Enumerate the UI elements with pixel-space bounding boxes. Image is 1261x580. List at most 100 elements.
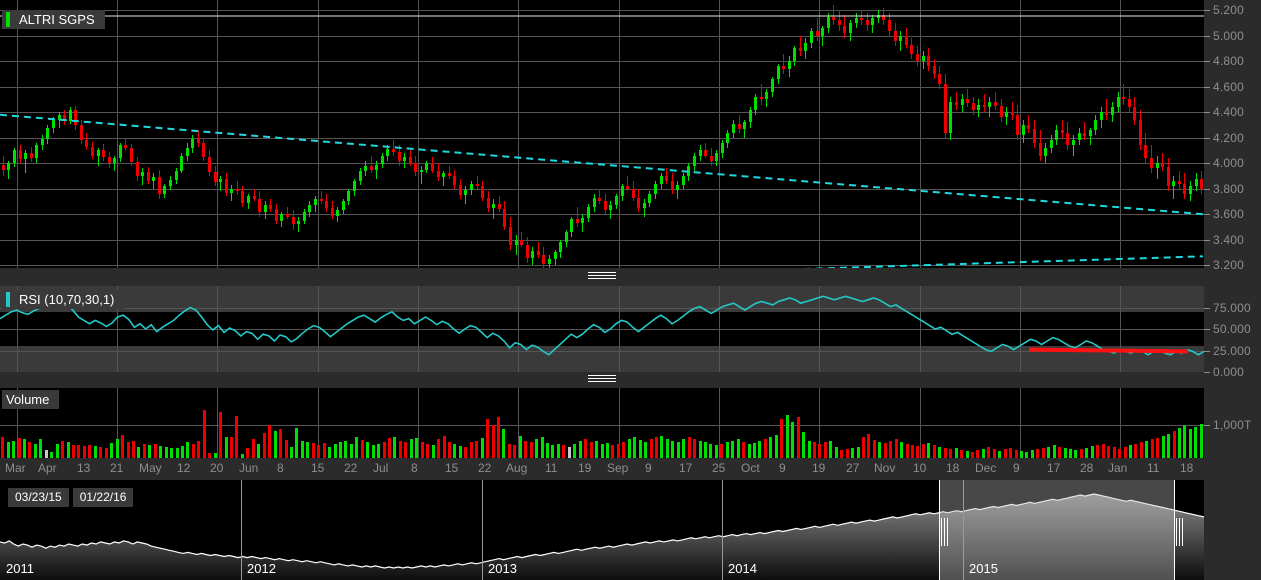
gridline-horizontal [0, 87, 1204, 88]
candle-body [1183, 183, 1186, 194]
gridline-vertical [1120, 388, 1121, 458]
date-axis-tick[interactable]: 17 [679, 461, 693, 475]
navigator-overview-chart [0, 493, 1204, 580]
volume-chart-panel[interactable]: Volume [0, 388, 1204, 458]
date-axis-tick[interactable]: 12 [177, 461, 191, 475]
navigator-handle-left[interactable] [939, 480, 940, 580]
date-axis-tick[interactable]: 11 [545, 461, 558, 475]
price-legend[interactable]: ALTRI SGPS [2, 10, 105, 29]
volume-bar [524, 440, 527, 458]
date-axis-tick[interactable]: 11 [1147, 461, 1160, 475]
candle-body [1172, 181, 1175, 187]
candle-body [1139, 119, 1142, 146]
date-axis-tick[interactable]: May [139, 461, 162, 475]
candle-body [838, 20, 841, 26]
date-axis-tick[interactable]: 20 [210, 461, 224, 475]
volume-bar [366, 442, 369, 458]
date-axis-tick[interactable]: 17 [1047, 461, 1061, 475]
date-axis-tick[interactable]: 18 [946, 461, 960, 475]
date-range-controls[interactable]: 03/23/15 01/22/16 [8, 488, 134, 507]
price-y-axis[interactable]: 5.200 5.000 4.800 4.600 4.400 4.200 4.000 3.800… [1204, 0, 1261, 278]
date-axis-tick[interactable]: Sep [607, 461, 629, 475]
date-axis-tick[interactable]: 19 [578, 461, 592, 475]
date-axis-tick[interactable]: 9 [1013, 461, 1020, 475]
candle-wick [577, 206, 578, 227]
axis-tick [1204, 308, 1210, 309]
candle-body [141, 172, 144, 176]
navigator-selection[interactable] [939, 480, 1174, 580]
rsi-legend[interactable]: RSI (10,70,30,1) [2, 290, 125, 309]
volume-plot-area[interactable] [0, 388, 1204, 458]
date-from-field[interactable]: 03/23/15 [8, 488, 69, 507]
splitter-grip[interactable] [588, 272, 616, 281]
date-axis-tick[interactable]: 19 [812, 461, 826, 475]
date-axis-tick[interactable]: 21 [110, 461, 124, 475]
date-axis-tick[interactable]: 13 [77, 461, 91, 475]
navigator-handle-right[interactable] [1174, 480, 1175, 580]
candle-body [910, 44, 913, 54]
candle-wick [677, 181, 678, 199]
volume-bar [884, 442, 887, 458]
rsi-y-axis[interactable]: 75.000 50.000 25.000 0.000 [1204, 286, 1261, 379]
date-axis-tick[interactable]: 25 [712, 461, 726, 475]
gridline-vertical [418, 388, 419, 458]
volume-bar [688, 437, 691, 458]
price-rsi-splitter[interactable] [0, 268, 1204, 286]
date-axis-tick[interactable]: Dec [975, 461, 997, 475]
date-axis-tick[interactable]: 22 [344, 461, 358, 475]
date-axis-tick[interactable]: Aug [506, 461, 528, 475]
date-axis-tick[interactable]: Mar [5, 461, 26, 475]
candle-body [782, 66, 785, 69]
date-axis-tick[interactable]: Apr [38, 461, 57, 475]
candle-body [1083, 132, 1086, 137]
date-axis-tick[interactable]: 15 [445, 461, 459, 475]
date-axis-tick[interactable]: 18 [1180, 461, 1194, 475]
splitter-grip-2[interactable] [588, 375, 616, 384]
candle-body [470, 183, 473, 190]
date-axis-tick[interactable]: 10 [913, 461, 927, 475]
price-plot-area[interactable] [0, 0, 1204, 278]
date-axis-tick[interactable]: 9 [779, 461, 786, 475]
candle-wick [371, 155, 372, 174]
date-axis-tick[interactable]: 27 [846, 461, 860, 475]
candle-wick [298, 216, 299, 233]
date-axis-tick[interactable]: 8 [411, 461, 418, 475]
date-axis-tick[interactable]: Oct [741, 461, 760, 475]
candle-body [7, 163, 10, 170]
candle-body [632, 188, 635, 198]
date-axis-tick[interactable]: Jul [373, 461, 389, 475]
rsi-plot-area[interactable] [0, 286, 1204, 372]
date-axis-tick[interactable]: Jun [239, 461, 259, 475]
date-axis-tick[interactable]: Jan [1108, 461, 1128, 475]
volume-bar [857, 447, 860, 458]
volume-bar [1194, 426, 1197, 458]
date-axis-tick[interactable]: 9 [645, 461, 652, 475]
gridline-vertical [17, 388, 18, 458]
volume-bar [165, 447, 168, 458]
candle-body [793, 48, 796, 62]
volume-bar [7, 442, 10, 458]
volume-y-axis[interactable]: 1,000T [1204, 388, 1261, 458]
date-axis-tick[interactable]: 8 [277, 461, 284, 475]
rsi-chart-panel[interactable]: RSI (10,70,30,1) [0, 286, 1204, 372]
rsi-volume-splitter[interactable] [0, 372, 1204, 388]
volume-bar [693, 438, 696, 458]
date-axis-tick[interactable]: Nov [874, 461, 896, 475]
date-x-axis[interactable]: Mar Apr 13 21 May 12 20 Jun 8 15 22 Jul 8 15 22 Aug 11 19… [0, 458, 1204, 478]
date-axis-tick[interactable]: 28 [1080, 461, 1094, 475]
navigator-handle-right-grip[interactable] [1176, 518, 1185, 546]
volume-bar [241, 453, 244, 458]
candle-wick [254, 188, 255, 202]
navigator-panel[interactable]: 03/23/15 01/22/16 2011 2012 2013 2014 2015 [0, 480, 1204, 580]
candle-body [542, 255, 545, 264]
date-axis-tick[interactable]: 15 [311, 461, 325, 475]
date-to-field[interactable]: 01/22/16 [72, 488, 134, 507]
rsi-trendline[interactable] [1028, 347, 1189, 354]
candle-body [331, 207, 334, 216]
volume-legend[interactable]: Volume [2, 390, 60, 409]
price-chart-panel[interactable]: ALTRI SGPS [0, 0, 1204, 278]
navigator-handle-left-grip[interactable] [941, 518, 950, 546]
candle-body [264, 205, 267, 212]
date-axis-tick[interactable]: 22 [478, 461, 492, 475]
candle-wick [231, 184, 232, 202]
